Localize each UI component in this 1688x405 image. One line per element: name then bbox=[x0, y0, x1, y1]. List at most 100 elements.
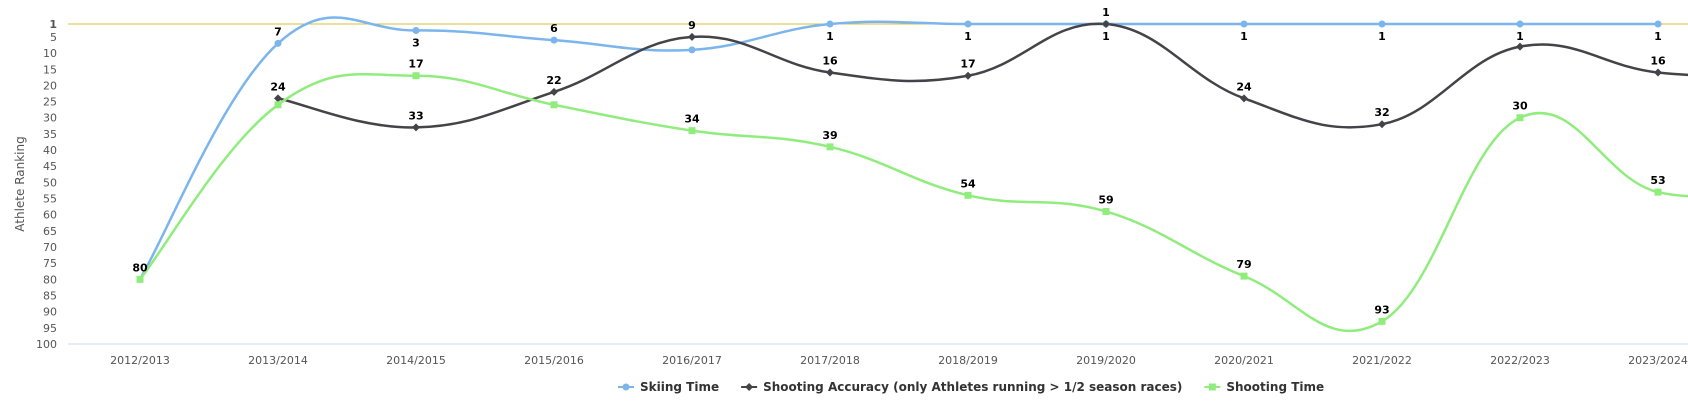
data-label: 1 bbox=[1102, 30, 1110, 43]
data-label: 17 bbox=[408, 58, 423, 71]
data-label: 17 bbox=[960, 58, 975, 71]
data-point[interactable] bbox=[826, 143, 834, 151]
x-tick-label: 2015/2016 bbox=[524, 354, 584, 367]
x-tick-label: 2020/2021 bbox=[1214, 354, 1274, 367]
x-tick-label: 2013/2014 bbox=[248, 354, 308, 367]
data-point[interactable] bbox=[274, 39, 282, 47]
data-label: 80 bbox=[132, 261, 148, 274]
data-label: 1 bbox=[1516, 30, 1524, 43]
x-tick-label: 2012/2013 bbox=[110, 354, 170, 367]
data-point[interactable] bbox=[1240, 94, 1248, 103]
x-tick-label: 2023/2024 bbox=[1628, 354, 1688, 367]
data-point[interactable] bbox=[1102, 207, 1110, 215]
data-label: 30 bbox=[1512, 100, 1528, 113]
data-point[interactable] bbox=[1654, 188, 1662, 196]
y-tick-label: 25 bbox=[43, 96, 57, 109]
legend-item-label[interactable]: Skiing Time bbox=[640, 380, 719, 394]
data-point[interactable] bbox=[412, 123, 420, 132]
x-tick-label: 2014/2015 bbox=[386, 354, 446, 367]
data-point[interactable] bbox=[1516, 42, 1524, 51]
data-label: 34 bbox=[684, 113, 700, 126]
data-point[interactable] bbox=[1240, 20, 1248, 28]
data-label: 1 bbox=[1654, 30, 1662, 43]
data-point[interactable] bbox=[1378, 20, 1386, 28]
y-tick-label: 40 bbox=[43, 144, 57, 157]
data-label: 93 bbox=[1374, 303, 1389, 316]
data-point[interactable] bbox=[412, 72, 420, 80]
y-tick-label: 1 bbox=[49, 18, 57, 31]
data-point[interactable] bbox=[274, 94, 282, 103]
data-point[interactable] bbox=[550, 101, 558, 109]
legend-marker[interactable] bbox=[622, 383, 630, 391]
data-label: 33 bbox=[408, 109, 423, 122]
data-label: 3 bbox=[412, 36, 420, 49]
data-point[interactable] bbox=[1516, 20, 1524, 28]
data-point[interactable] bbox=[826, 20, 834, 28]
series-line-2 bbox=[139, 72, 1688, 333]
data-point[interactable] bbox=[1240, 272, 1248, 280]
data-point[interactable] bbox=[688, 127, 696, 135]
data-point[interactable] bbox=[964, 191, 972, 199]
data-label: 32 bbox=[1374, 106, 1389, 119]
legend-item-label[interactable]: Shooting Accuracy (only Athletes running… bbox=[763, 380, 1182, 394]
data-point[interactable] bbox=[1654, 68, 1662, 77]
data-point[interactable] bbox=[274, 101, 282, 109]
data-point[interactable] bbox=[688, 46, 696, 54]
data-label: 59 bbox=[1098, 193, 1113, 206]
x-tick-label: 2016/2017 bbox=[662, 354, 722, 367]
data-label: 6 bbox=[550, 22, 558, 35]
y-tick-label: 15 bbox=[43, 63, 57, 76]
y-tick-label: 10 bbox=[43, 47, 57, 60]
data-point[interactable] bbox=[1378, 317, 1386, 325]
y-tick-label: 70 bbox=[43, 241, 57, 254]
data-label: 7 bbox=[274, 25, 282, 38]
data-label: 24 bbox=[270, 80, 286, 93]
data-label: 53 bbox=[1650, 174, 1665, 187]
x-tick-label: 2022/2023 bbox=[1490, 354, 1550, 367]
data-point[interactable] bbox=[550, 36, 558, 44]
data-point[interactable] bbox=[688, 32, 696, 41]
y-tick-label: 75 bbox=[43, 257, 57, 270]
y-tick-label: 100 bbox=[36, 338, 57, 351]
data-point[interactable] bbox=[964, 20, 972, 28]
data-label: 22 bbox=[546, 74, 561, 87]
data-point[interactable] bbox=[1516, 114, 1524, 122]
data-point[interactable] bbox=[1102, 20, 1110, 28]
data-label: 1 bbox=[1240, 30, 1248, 43]
x-tick-label: 2019/2020 bbox=[1076, 354, 1136, 367]
data-label: 1 bbox=[1378, 30, 1386, 43]
data-label: 39 bbox=[822, 129, 837, 142]
y-tick-label: 95 bbox=[43, 322, 57, 335]
y-tick-label: 55 bbox=[43, 193, 57, 206]
data-label: 79 bbox=[1236, 258, 1251, 271]
y-tick-label: 65 bbox=[43, 225, 57, 238]
data-label: 1 bbox=[1102, 6, 1110, 19]
x-tick-label: 2018/2019 bbox=[938, 354, 998, 367]
legend-item-label[interactable]: Shooting Time bbox=[1226, 380, 1324, 394]
legend-marker[interactable] bbox=[745, 383, 754, 391]
data-label: 1 bbox=[964, 30, 972, 43]
data-point[interactable] bbox=[412, 26, 420, 34]
y-tick-label: 5 bbox=[50, 31, 57, 44]
data-label: 1 bbox=[826, 30, 834, 43]
data-point[interactable] bbox=[550, 87, 558, 96]
y-axis-label: Athlete Ranking bbox=[13, 136, 27, 231]
y-tick-label: 50 bbox=[43, 176, 57, 189]
data-point[interactable] bbox=[136, 275, 144, 283]
x-tick-label: 2017/2018 bbox=[800, 354, 860, 367]
legend-marker[interactable] bbox=[1208, 383, 1216, 391]
y-tick-label: 30 bbox=[43, 112, 57, 125]
series-line-1 bbox=[277, 22, 1688, 129]
data-label: 24 bbox=[1236, 80, 1252, 93]
data-point[interactable] bbox=[1378, 120, 1386, 129]
y-tick-label: 45 bbox=[43, 160, 57, 173]
data-label: 54 bbox=[960, 177, 976, 190]
y-tick-label: 80 bbox=[43, 273, 57, 286]
data-point[interactable] bbox=[1654, 20, 1662, 28]
y-tick-label: 90 bbox=[43, 306, 57, 319]
data-point[interactable] bbox=[964, 71, 972, 80]
data-point[interactable] bbox=[826, 68, 834, 77]
y-tick-label: 35 bbox=[43, 128, 57, 141]
